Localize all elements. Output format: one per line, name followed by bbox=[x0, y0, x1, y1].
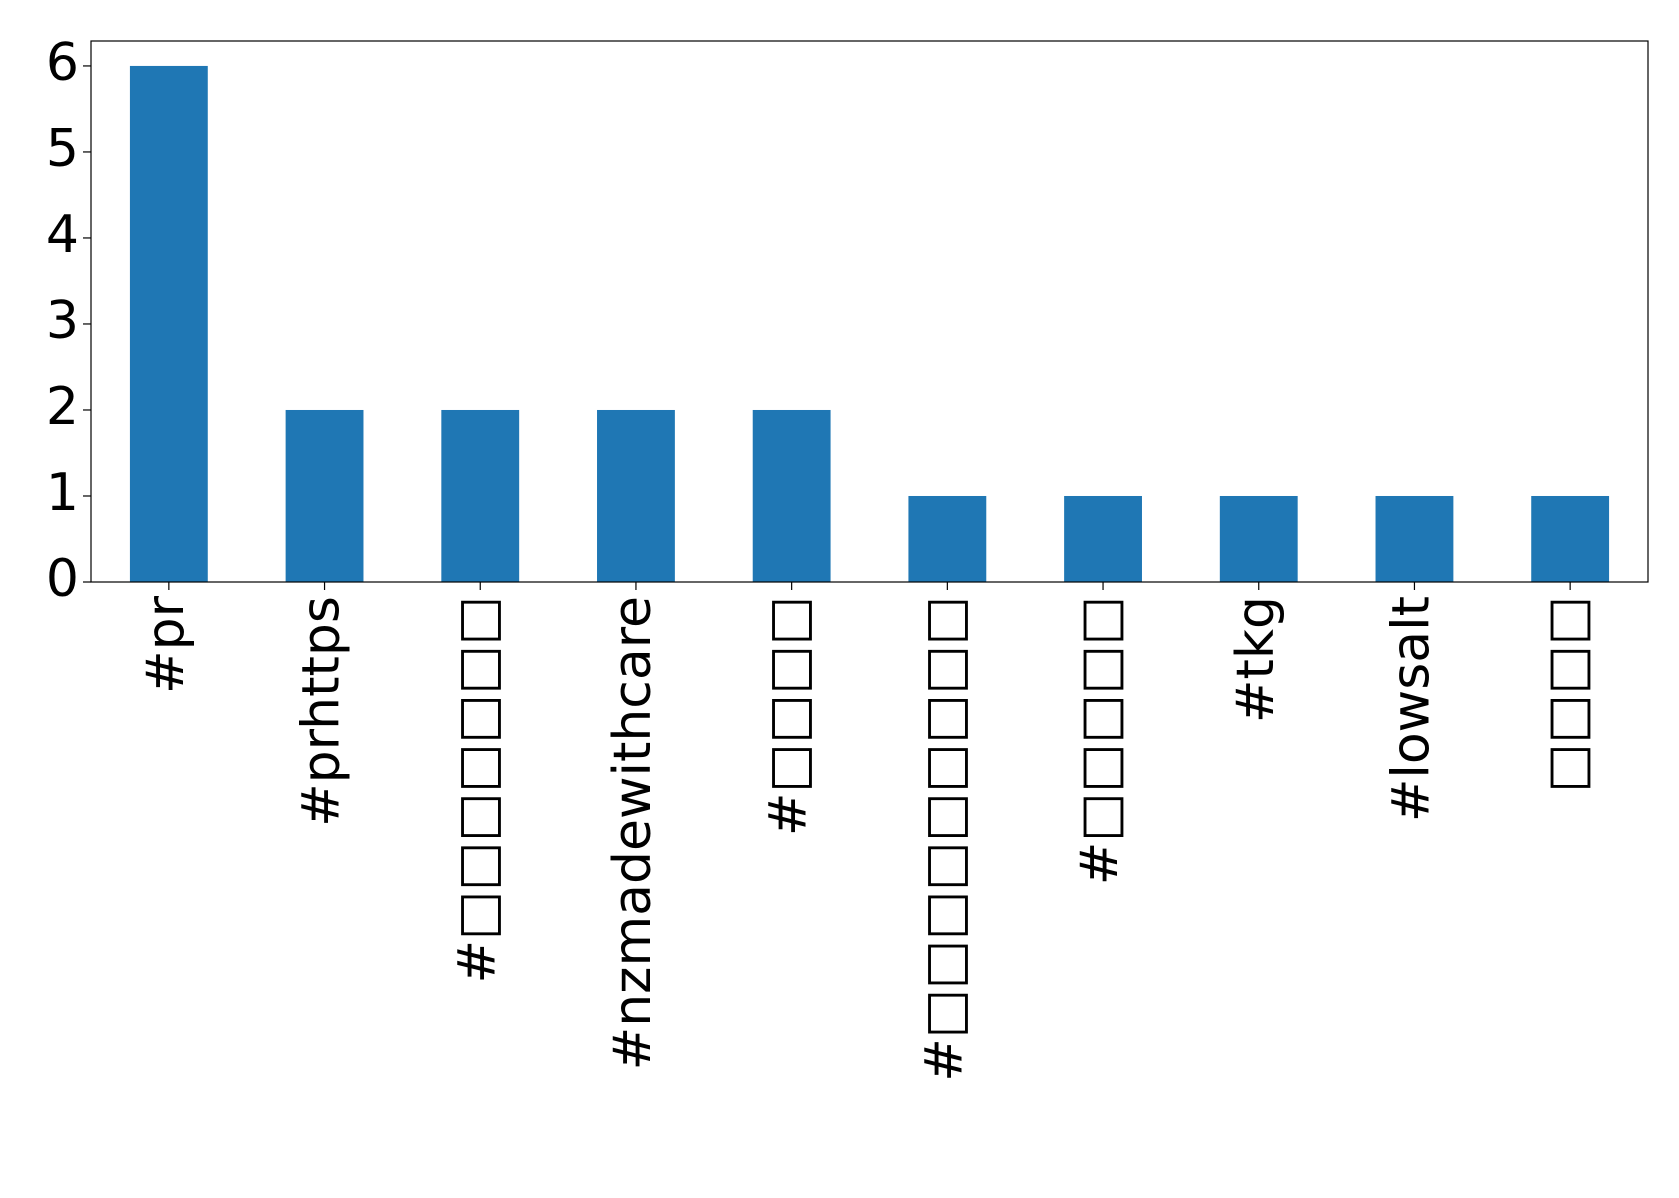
x-tick-label: #prhttps bbox=[292, 596, 352, 827]
y-tick-label: 3 bbox=[46, 291, 79, 351]
bar bbox=[752, 409, 831, 582]
x-tick-label: #□□□□□□□ bbox=[447, 596, 507, 984]
bar bbox=[129, 65, 208, 583]
bar bbox=[908, 495, 987, 582]
y-tick-label: 2 bbox=[46, 377, 79, 437]
y-tick-label: 5 bbox=[46, 119, 79, 179]
bar bbox=[441, 409, 520, 582]
x-tick-label: #nzmadewithcare bbox=[603, 596, 663, 1070]
bar bbox=[1219, 495, 1298, 582]
bar bbox=[1531, 495, 1610, 582]
y-tick-label: 4 bbox=[46, 205, 79, 265]
bar bbox=[285, 409, 364, 582]
x-tick-label: #pr bbox=[136, 595, 196, 694]
x-tick-label: #□□□□□ bbox=[1070, 596, 1130, 885]
x-tick-label: #□□□□ bbox=[759, 596, 819, 836]
bar bbox=[597, 409, 675, 582]
bar bbox=[1375, 495, 1454, 582]
y-tick-label: 6 bbox=[46, 33, 79, 93]
x-tick-label: #□□□□□□□□□ bbox=[914, 596, 974, 1082]
x-tick-label: □□□□ bbox=[1537, 596, 1597, 793]
y-tick-label: 1 bbox=[46, 463, 79, 523]
y-tick-label: 0 bbox=[46, 549, 79, 609]
x-tick-label: #lowsalt bbox=[1381, 596, 1441, 822]
bar bbox=[1064, 495, 1142, 582]
plot-frame bbox=[90, 40, 1649, 583]
x-tick-label: #tkg bbox=[1226, 596, 1286, 723]
